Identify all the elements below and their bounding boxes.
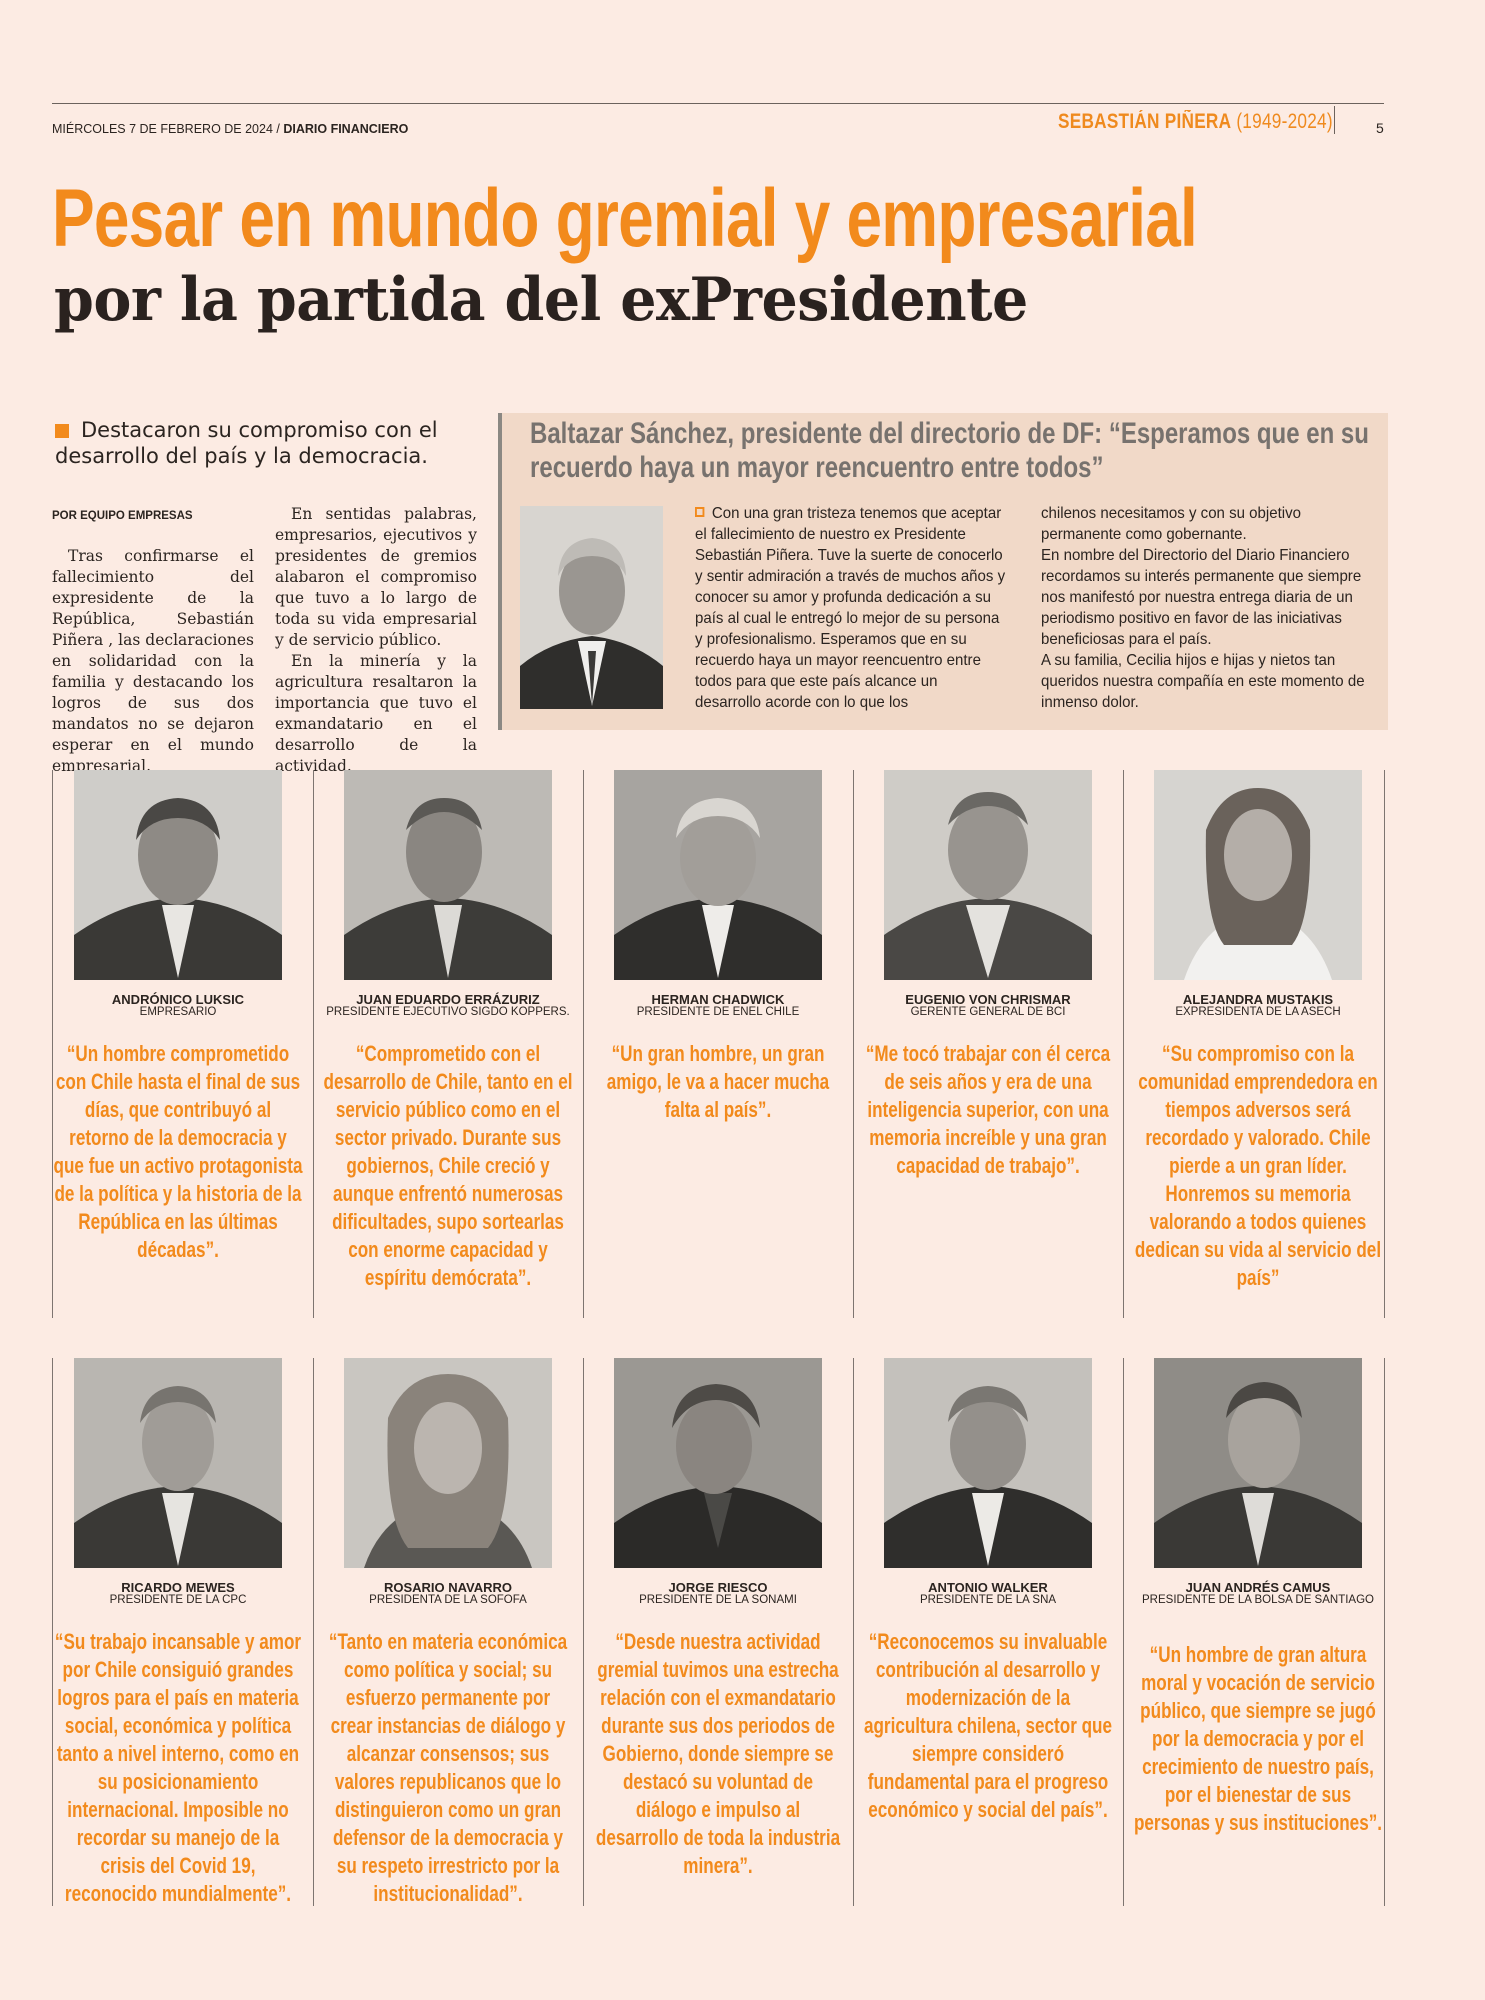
person-role: PRESIDENTE DE LA BOLSA DE SANTIAGO [1142, 1594, 1374, 1606]
person-name: ALEJANDRA MUSTAKIS [1182, 992, 1334, 1007]
issue-date: MIÉRCOLES 7 DE FEBRERO DE 2024 / [52, 122, 280, 136]
person-role: PRESIDENTE DE LA SNA [919, 1594, 1057, 1606]
lead-text: Destacaron su compromiso con el desarrol… [55, 417, 475, 470]
person-role: EMPRESARIO [139, 1006, 217, 1018]
box-text: Con una gran tristeza tenemos que acepta… [695, 505, 1006, 711]
portrait-photo [520, 506, 663, 709]
header-rule [52, 103, 1384, 104]
headline-primary: Pesar en mundo gremial y empresarial [52, 173, 1198, 264]
person-name: ANTONIO WALKER [928, 1580, 1048, 1595]
column-rule [1384, 1358, 1385, 1906]
portrait-photo [74, 770, 282, 980]
box-bullet-icon [695, 507, 705, 517]
section-title: SEBASTIÁN PIÑERA (1949-2024) [1058, 110, 1333, 134]
portrait-photo [884, 1358, 1092, 1568]
portrait-photo [344, 1358, 552, 1568]
portrait-photo [614, 1358, 822, 1568]
person-quote: “Reconocemos su invaluable contribución … [863, 1629, 1113, 1822]
section-name: SEBASTIÁN PIÑERA [1058, 110, 1232, 133]
person-role: GERENTE GENERAL DE BCI [910, 1006, 1066, 1018]
person-name: EUGENIO VON CHRISMAR [905, 992, 1071, 1007]
person-quote: “Un hombre de gran altura moral y vocaci… [1133, 1642, 1383, 1835]
person-name: JUAN ANDRÉS CAMUS [1185, 1580, 1331, 1595]
person-role: PRESIDENTE EJECUTIVO SIGDO KOPPERS. [326, 1006, 570, 1018]
box-text: chilenos necesitamos y con su objetivo p… [1041, 505, 1301, 543]
person-name: ROSARIO NAVARRO [383, 1580, 513, 1595]
header-divider [1334, 106, 1335, 134]
person-quote: “Un hombre comprometido con Chile hasta … [53, 1041, 303, 1262]
portrait-photo [74, 1358, 282, 1568]
box-text: A su familia, Cecilia hijos e hijas y ni… [1041, 652, 1365, 711]
dateline: MIÉRCOLES 7 DE FEBRERO DE 2024 / DIARIO … [52, 122, 408, 136]
column-rule [853, 1358, 854, 1906]
portrait-photo [614, 770, 822, 980]
person-role: PRESIDENTA DE LA SOFOFA [369, 1594, 527, 1606]
portrait-photo [1154, 1358, 1362, 1568]
article-col-1: Tras confirmarse el fallecimiento del ex… [52, 546, 254, 777]
headline-secondary: por la partida del exPresidente [54, 265, 1028, 335]
person-name: JORGE RIESCO [668, 1580, 768, 1595]
person-quote: “Desde nuestra actividad gremial tuvimos… [595, 1629, 841, 1878]
person-name: JUAN EDUARDO ERRÁZURIZ [356, 992, 540, 1007]
person-role: PRESIDENTE DE ENEL CHILE [636, 1006, 800, 1018]
column-rule [1123, 770, 1124, 1318]
column-rule [313, 1358, 314, 1906]
person-role: EXPRESIDENTA DE LA ASECH [1175, 1006, 1341, 1018]
person-name: HERMAN CHADWICK [651, 992, 785, 1007]
person-quote: “Un gran hombre, un gran amigo, le va a … [606, 1041, 830, 1122]
column-rule [1384, 770, 1385, 1318]
paper-name: DIARIO FINANCIERO [283, 122, 409, 136]
person-role: PRESIDENTE DE LA CPC [109, 1594, 247, 1606]
person-role: PRESIDENTE DE LA SONAMI [639, 1594, 797, 1606]
byline: POR EQUIPO EMPRESAS [52, 510, 193, 522]
person-quote: “Me tocó trabajar con él cerca de seis a… [865, 1041, 1111, 1178]
lead-bullet-icon [55, 424, 69, 438]
column-rule [313, 770, 314, 1318]
article-paragraph: Tras confirmarse el fallecimiento del ex… [52, 547, 254, 775]
lead-copy: Destacaron su compromiso con el desarrol… [55, 418, 438, 469]
column-rule [52, 1358, 53, 1906]
column-rule [52, 770, 53, 1318]
portrait-photo [1154, 770, 1362, 980]
box-col-2: chilenos necesitamos y con su objetivo p… [1041, 503, 1374, 713]
article-col-2: En sentidas palabras, empresarios, ejecu… [275, 504, 477, 777]
column-rule [853, 770, 854, 1318]
person-quote: “Su compromiso con la comunidad emprende… [1134, 1041, 1382, 1290]
article-paragraph: En la minería y la agricultura resaltaro… [275, 652, 477, 775]
column-rule [1123, 1358, 1124, 1906]
person-name: RICARDO MEWES [121, 1580, 235, 1595]
column-rule [583, 1358, 584, 1906]
box-col-1: Con una gran tristeza tenemos que acepta… [695, 503, 1005, 713]
section-years: (1949-2024) [1236, 110, 1333, 133]
person-quote: “Comprometido con el desarrollo de Chile… [323, 1041, 573, 1290]
page-number: 5 [1376, 120, 1384, 136]
box-title: Baltazar Sánchez, presidente del directo… [530, 417, 1369, 484]
article-paragraph: En sentidas palabras, empresarios, ejecu… [275, 505, 477, 649]
portrait-photo [884, 770, 1092, 980]
portrait-photo [344, 770, 552, 980]
person-quote: “Su trabajo incansable y amor por Chile … [54, 1629, 302, 1906]
box-text: En nombre del Directorio del Diario Fina… [1041, 547, 1362, 648]
person-quote: “Tanto en materia económica como polític… [328, 1629, 568, 1906]
person-name: ANDRÓNICO LUKSIC [111, 992, 245, 1007]
column-rule [583, 770, 584, 1318]
